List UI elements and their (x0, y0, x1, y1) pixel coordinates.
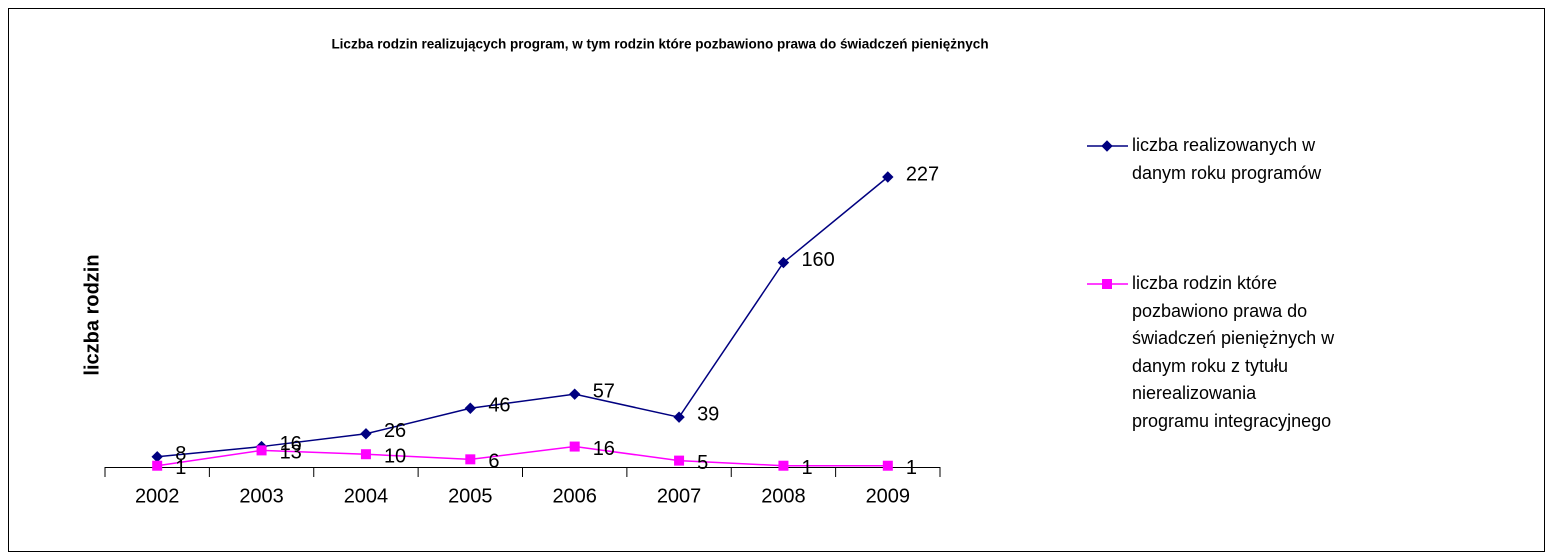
legend-marker (1102, 279, 1112, 289)
line (157, 445, 888, 467)
value-label: 8 (175, 443, 186, 465)
marker (256, 445, 267, 456)
value-label: 39 (697, 403, 719, 425)
value-label: 16 (280, 433, 302, 455)
value-label: 1 (175, 457, 186, 479)
value-label: 26 (384, 420, 406, 442)
x-tick-label: 2003 (239, 485, 284, 507)
value-label: 13 (280, 442, 302, 464)
marker (882, 460, 893, 471)
marker (778, 460, 789, 471)
x-tick-label: 2006 (552, 485, 597, 507)
value-label: 1 (906, 457, 917, 479)
value-label: 46 (488, 395, 510, 417)
marker (569, 441, 580, 452)
value-label: 5 (697, 452, 708, 474)
marker (464, 402, 477, 414)
marker (568, 388, 581, 400)
value-label: 1 (801, 457, 812, 479)
legend-marker (1101, 140, 1113, 152)
marker (360, 449, 371, 460)
marker (673, 411, 685, 423)
value-label: 57 (593, 380, 615, 402)
chart-title: Liczba rodzin realizujących program, w t… (331, 37, 988, 52)
x-tick-label: 2009 (866, 485, 911, 507)
marker (152, 460, 163, 471)
value-label: 227 (906, 163, 939, 185)
legend-label: liczba realizowanych w danym roku progra… (1132, 135, 1322, 183)
marker (465, 454, 476, 465)
marker (674, 455, 685, 466)
marker (882, 171, 894, 183)
marker (360, 428, 372, 440)
x-tick-label: 2005 (448, 485, 493, 507)
x-tick-label: 2002 (135, 485, 180, 507)
value-label: 6 (488, 451, 499, 473)
x-tick-label: 2007 (657, 485, 702, 507)
value-label: 16 (593, 438, 615, 460)
marker (777, 256, 790, 269)
x-tick-label: 2008 (761, 485, 806, 507)
line (157, 176, 889, 458)
value-label: 10 (384, 446, 406, 468)
value-label: 160 (801, 249, 834, 271)
legend-label: liczba rodzin które pozbawiono prawa do … (1132, 273, 1335, 431)
chart-border (8, 8, 1545, 552)
y-axis-label: liczba rodzin (81, 254, 103, 375)
x-tick-label: 2004 (344, 485, 389, 507)
